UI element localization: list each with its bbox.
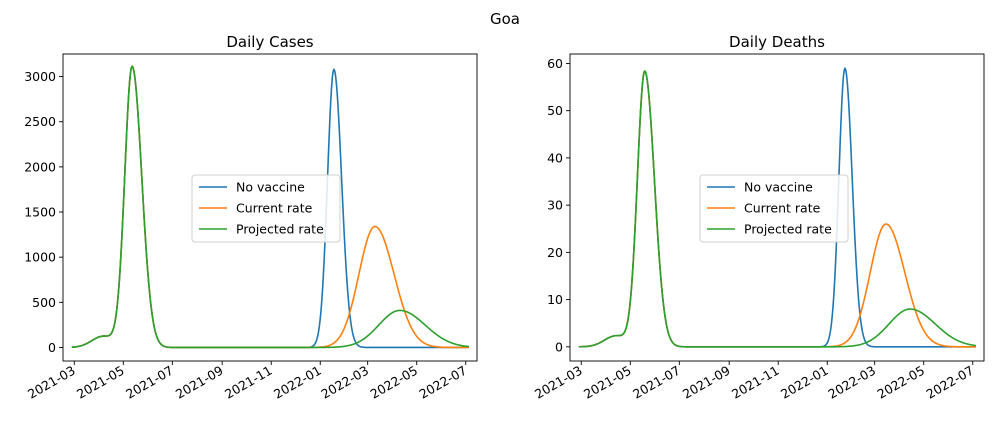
x-tick-label: 2021-09	[680, 363, 733, 402]
legend-label: Projected rate	[236, 222, 324, 237]
x-tick-label: 2021-05	[581, 363, 634, 402]
y-tick-label: 1000	[24, 250, 56, 265]
y-tick-label: 0	[555, 339, 563, 354]
legend-label: Current rate	[236, 201, 313, 216]
legend	[699, 174, 849, 243]
x-tick-label: 2021-03	[532, 363, 585, 402]
x-tick-label: 2021-11	[729, 363, 782, 402]
legend-label: No vaccine	[744, 180, 813, 195]
x-tick-label: 2021-09	[173, 363, 226, 402]
y-tick-label: 40	[547, 150, 563, 165]
y-tick-label: 1500	[24, 205, 56, 220]
y-tick-label: 50	[547, 103, 563, 118]
chart-title: Daily Deaths	[729, 33, 825, 51]
x-tick-label: 2021-07	[630, 363, 683, 402]
y-tick-label: 2500	[24, 114, 56, 129]
x-tick-label: 2021-03	[25, 363, 78, 402]
plot-frame	[62, 53, 478, 362]
y-tick-label: 10	[547, 292, 563, 307]
y-tick-label: 30	[547, 198, 563, 213]
x-tick-label: 2021-05	[74, 363, 127, 402]
y-tick-label: 0	[48, 340, 56, 355]
x-tick-label: 2022-05	[874, 363, 927, 402]
plot-frame	[569, 53, 985, 362]
y-tick-label: 2000	[24, 159, 56, 174]
y-tick-label: 500	[32, 295, 56, 310]
legend	[191, 174, 341, 243]
x-tick-label: 2022-03	[318, 363, 371, 402]
legend-label: Projected rate	[744, 222, 832, 237]
x-tick-label: 2022-03	[825, 363, 878, 402]
legend-label: Current rate	[744, 201, 821, 216]
x-tick-label: 2021-11	[222, 363, 275, 402]
series-line	[578, 70, 977, 348]
y-tick-label: 20	[547, 245, 563, 260]
y-tick-label: 3000	[24, 69, 56, 84]
x-tick-label: 2022-07	[924, 363, 977, 402]
x-tick-label: 2022-07	[417, 363, 470, 402]
legend-label: No vaccine	[236, 180, 305, 195]
cases-chart: Daily Cases 0 500 1000 1500 2000 2500 3000 2021-…	[24, 33, 478, 402]
x-tick-label: 2021-07	[123, 363, 176, 402]
series-line	[71, 65, 470, 349]
figure-title: Goa	[490, 10, 520, 28]
chart-title: Daily Cases	[226, 33, 313, 51]
x-tick-label: 2022-05	[367, 363, 420, 402]
y-tick-label: 60	[547, 56, 563, 71]
x-tick-label: 2022-01	[271, 363, 324, 402]
deaths-chart: Daily Deaths01020304050602021-032021-052…	[532, 33, 985, 402]
x-tick-label: 2022-01	[778, 363, 831, 402]
